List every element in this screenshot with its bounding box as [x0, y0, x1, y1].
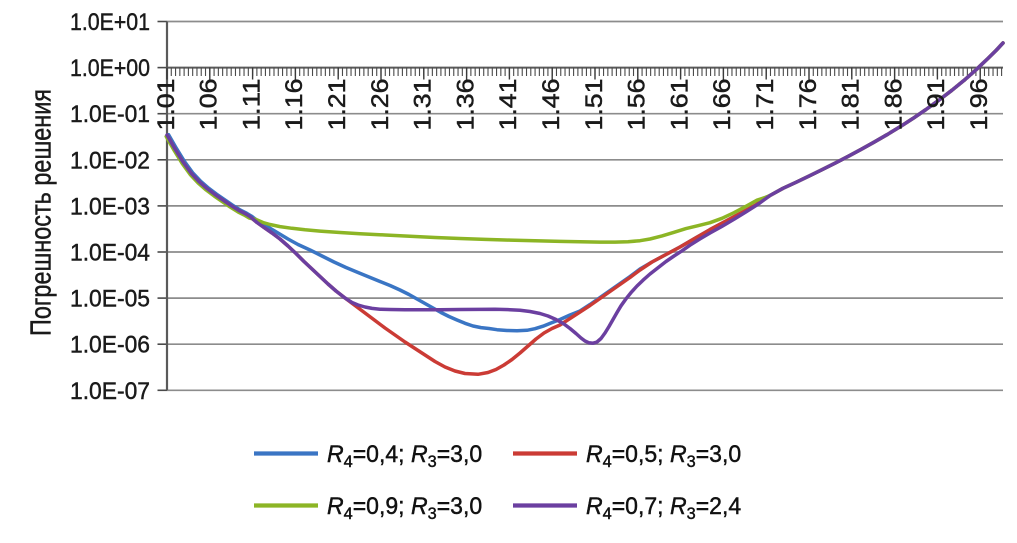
svg-text:1.11: 1.11	[238, 79, 265, 131]
svg-text:R4=0,4; R3=3,0: R4=0,4; R3=3,0	[327, 441, 482, 472]
svg-text:1.61: 1.61	[666, 79, 693, 131]
svg-text:R4=0,5; R3=3,0: R4=0,5; R3=3,0	[586, 441, 741, 472]
svg-text:1.0E+01: 1.0E+01	[70, 9, 150, 36]
svg-text:1.76: 1.76	[795, 79, 822, 131]
svg-text:1.21: 1.21	[324, 79, 351, 131]
svg-text:1.0E-06: 1.0E-06	[70, 332, 150, 359]
svg-text:1.91: 1.91	[923, 79, 950, 131]
svg-text:1.81: 1.81	[838, 79, 865, 131]
svg-text:1.01: 1.01	[153, 79, 180, 131]
svg-text:1.16: 1.16	[281, 79, 308, 131]
svg-text:R4=0,7; R3=2,4: R4=0,7; R3=2,4	[586, 493, 741, 524]
svg-text:1.56: 1.56	[624, 79, 651, 131]
svg-text:1.0E-03: 1.0E-03	[70, 193, 150, 220]
svg-text:R4=0,9; R3=3,0: R4=0,9; R3=3,0	[327, 493, 482, 524]
svg-text:1.51: 1.51	[581, 79, 608, 131]
svg-text:Погрешность решения: Погрешность решения	[26, 89, 58, 336]
svg-text:1.0E-01: 1.0E-01	[70, 101, 150, 128]
svg-text:1.31: 1.31	[410, 79, 437, 131]
svg-text:1.0E-07: 1.0E-07	[70, 378, 150, 405]
svg-text:1.86: 1.86	[880, 79, 907, 131]
svg-text:1.26: 1.26	[367, 79, 394, 131]
svg-text:1.71: 1.71	[752, 79, 779, 131]
svg-text:1.06: 1.06	[196, 79, 223, 131]
svg-text:1.96: 1.96	[966, 79, 993, 131]
svg-text:1.36: 1.36	[452, 78, 479, 130]
svg-text:1.46: 1.46	[538, 79, 565, 131]
svg-text:1.0E-05: 1.0E-05	[70, 286, 150, 313]
svg-text:1.41: 1.41	[495, 79, 522, 131]
svg-text:1.0E-04: 1.0E-04	[70, 240, 150, 267]
svg-text:1.0E-02: 1.0E-02	[70, 147, 150, 174]
svg-text:1.0E+00: 1.0E+00	[70, 55, 150, 82]
svg-text:1.66: 1.66	[709, 79, 736, 131]
